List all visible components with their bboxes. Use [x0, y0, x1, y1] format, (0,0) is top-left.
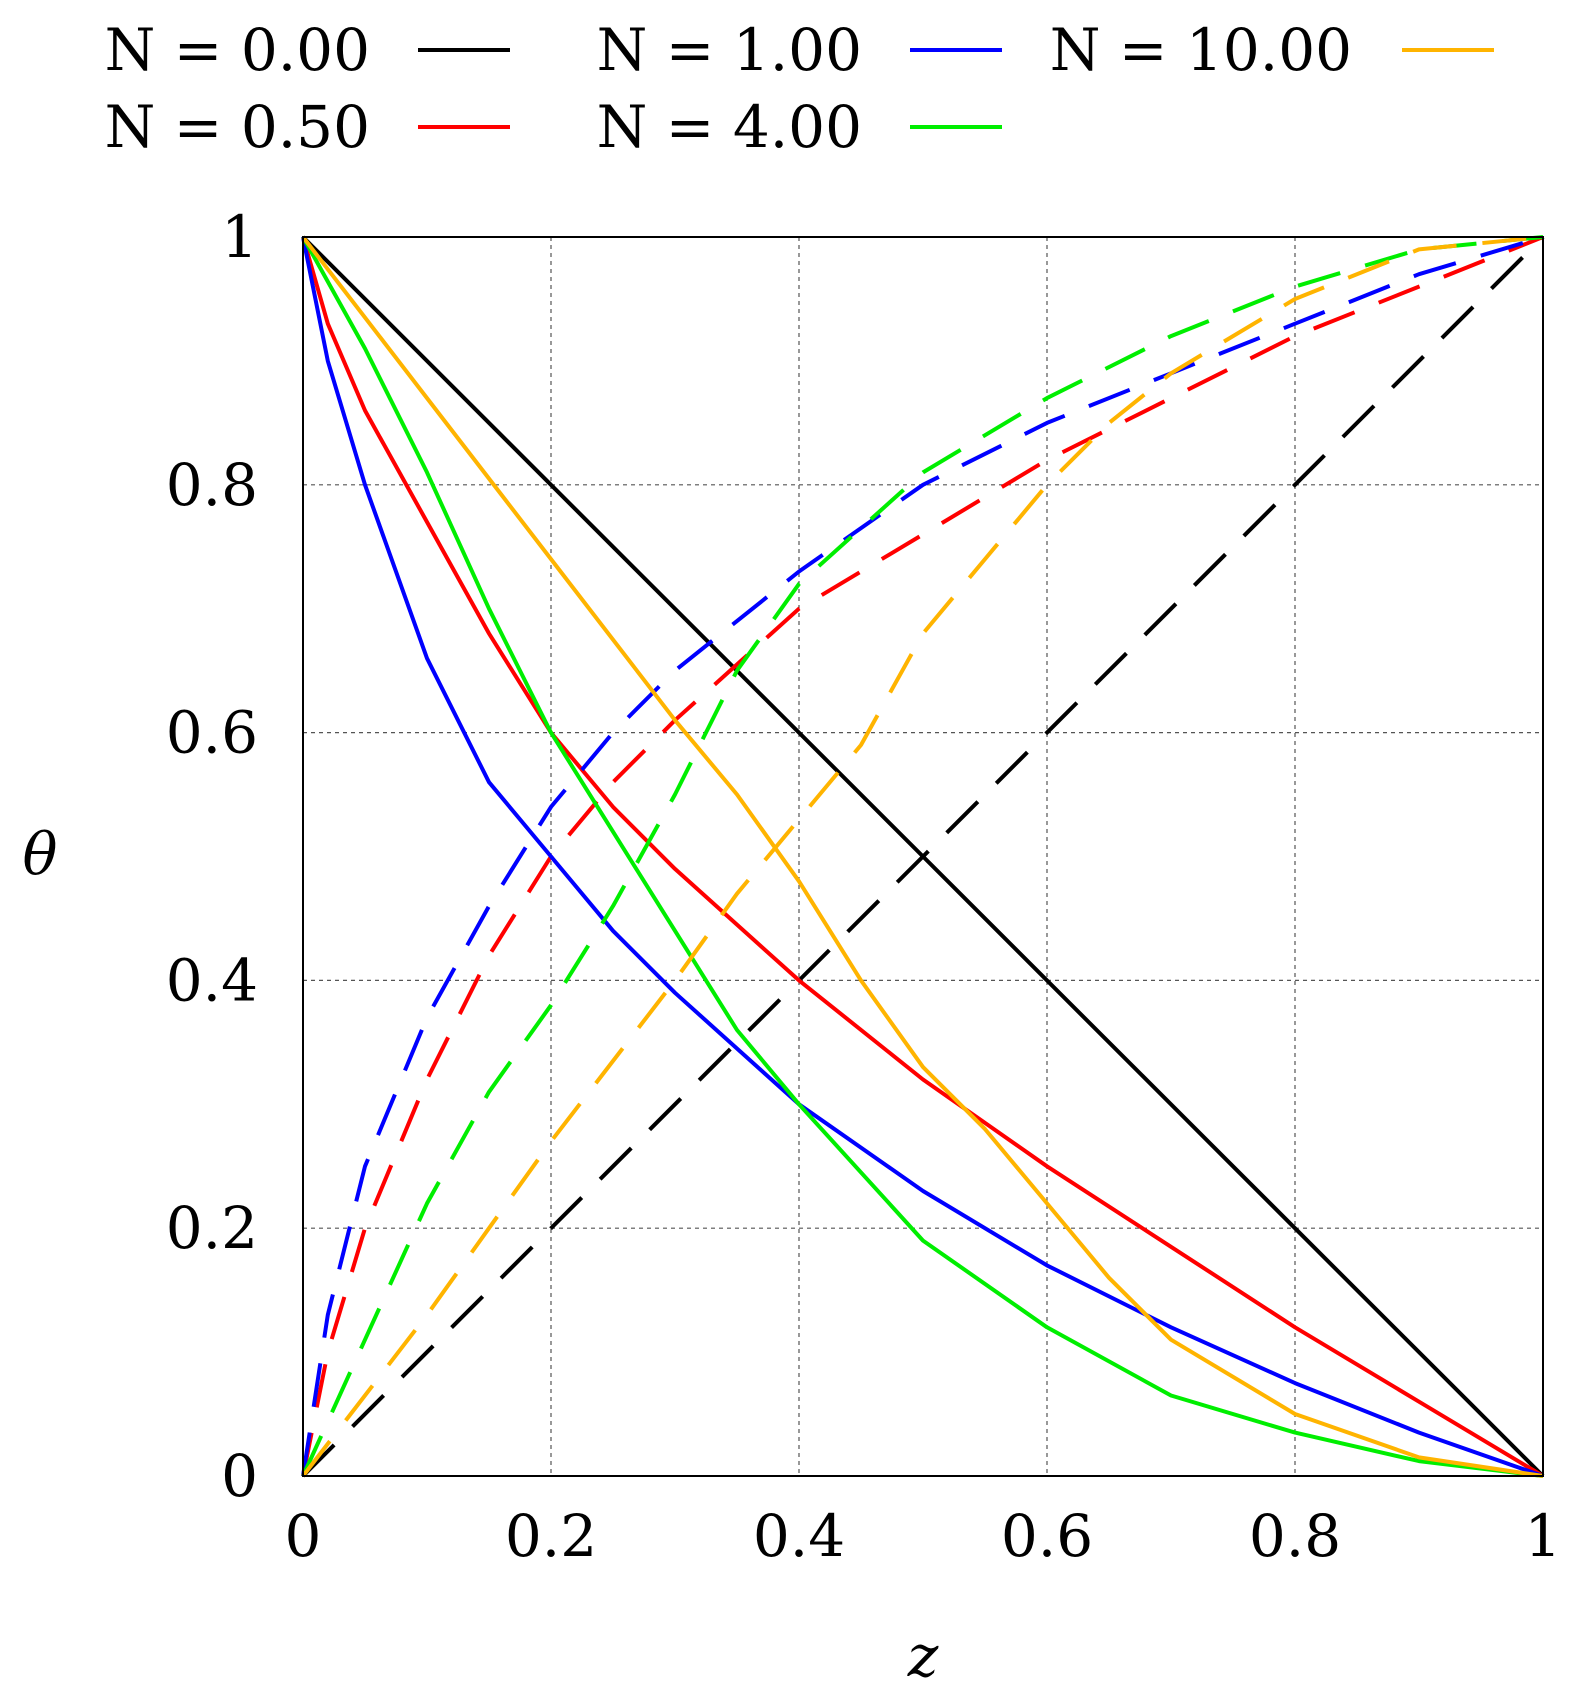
y-axis-label: θ — [23, 821, 58, 889]
series-line-n1 — [301, 236, 1545, 1478]
legend: N = 0.00 N = 0.50 N = 1.00 N = 4.00 N = 10.0… — [105, 16, 1494, 161]
series-dashed-line-n2 — [301, 235, 1544, 1477]
series-curves — [301, 235, 1545, 1478]
series-dashed-line-n3 — [301, 235, 1544, 1477]
legend-entry-label: N = 0.50 — [105, 93, 370, 161]
legend-entry-label: N = 0.00 — [105, 16, 370, 84]
y-tick-label: 0.2 — [166, 1194, 258, 1262]
x-tick-label: 0.8 — [1249, 1502, 1341, 1570]
series-dashed-line-n4 — [301, 235, 1544, 1478]
legend-entry-label: N = 1.00 — [597, 16, 862, 84]
series-line-n4 — [301, 235, 1544, 1478]
y-tick-label: 0.6 — [166, 699, 258, 767]
legend-entry-label: N = 4.00 — [597, 93, 862, 161]
series-dashed-line-n0 — [301, 235, 1545, 1478]
y-tick-label: 0 — [221, 1442, 258, 1510]
x-tick-label: 0.6 — [1001, 1502, 1093, 1570]
y-tick-label: 0.8 — [166, 451, 258, 519]
legend-entry-label: N = 10.00 — [1050, 16, 1352, 84]
tick-labels: 0 0.2 0.4 0.6 0.8 1 0 0.2 0.4 0.6 0.8 1 — [166, 203, 1562, 1570]
plot-frame — [302, 236, 1544, 1477]
y-tick-label: 0.4 — [166, 946, 258, 1014]
x-tick-label: 0.2 — [505, 1502, 597, 1570]
grid-lines — [303, 237, 1543, 1476]
x-tick-label: 1 — [1525, 1502, 1562, 1570]
series-line-n3 — [301, 236, 1544, 1478]
x-tick-label: 0 — [285, 1502, 322, 1570]
y-tick-label: 1 — [221, 203, 258, 271]
x-axis-label: z — [907, 1622, 939, 1690]
x-tick-label: 0.4 — [753, 1502, 845, 1570]
series-line-n2 — [301, 236, 1544, 1478]
